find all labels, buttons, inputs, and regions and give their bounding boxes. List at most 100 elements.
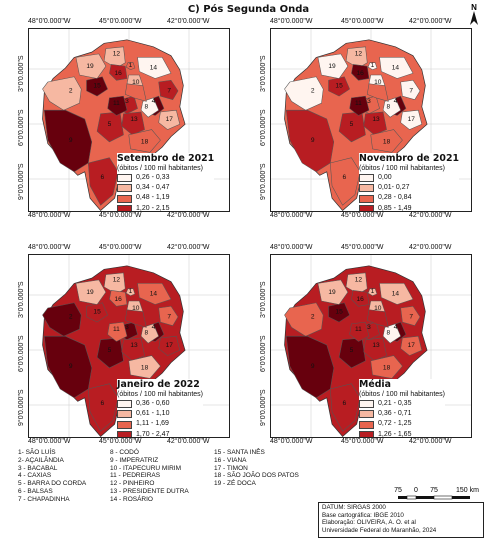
region-19 [317, 53, 349, 79]
legend-title: Setembro de 2021 [117, 153, 215, 164]
scale-bar: 75 0 75 150 km [392, 484, 482, 508]
region-16 [109, 290, 128, 307]
region-label: 18 [383, 365, 391, 372]
region-label: 18 [383, 139, 391, 146]
lon-tick-label: 42°0'0.000"W [409, 212, 452, 219]
legend-row: 0,72 - 1,25 [359, 419, 445, 429]
region-20 [366, 309, 389, 328]
region-label: 17 [166, 116, 174, 123]
lon-tick-label: 45°0'0.000"W [341, 244, 384, 251]
region-label: 2 [69, 88, 73, 95]
key-item: 6 - BALSAS [18, 487, 53, 495]
region-17 [400, 335, 423, 356]
region-label: 4 [394, 98, 398, 105]
legend-subtitle: (óbitos / 100 mil habitantes) [117, 165, 203, 172]
region-label: 5 [108, 121, 112, 128]
lat-tick-label: 6°0'0.000"S [18, 109, 25, 146]
region-label: 7 [167, 88, 171, 95]
region-label: 2 [69, 314, 73, 321]
region-13 [363, 337, 387, 362]
region-17 [158, 109, 181, 130]
region-16 [109, 64, 128, 81]
region-11 [107, 321, 128, 342]
map-legend: Setembro de 2021 (óbitos / 100 mil habita… [117, 153, 215, 211]
region-1 [367, 288, 378, 297]
lon-tick-label: 42°0'0.000"W [409, 438, 452, 445]
legend-swatch [117, 410, 132, 419]
lon-tick-label: 48°0'0.000"W [270, 244, 313, 251]
legend-class-label: 1,11 - 1,69 [136, 420, 169, 428]
legend-row: 0,36 - 0,71 [359, 409, 445, 419]
lat-tick-label: 3°0'0.000"S [260, 55, 267, 92]
region-16 [351, 64, 370, 81]
region-2 [42, 302, 82, 337]
region-label: 13 [372, 342, 380, 349]
lon-tick-label: 42°0'0.000"W [409, 244, 452, 251]
region-8 [140, 97, 160, 118]
region-label: 5 [350, 121, 354, 128]
scale-label: 75 [430, 487, 438, 494]
legend-swatch [359, 430, 374, 437]
legend-class-label: 0,01- 0,27 [378, 184, 410, 192]
region-label: 19 [86, 63, 94, 70]
key-item: 11 - PEDREIRAS [110, 472, 161, 480]
region-13 [121, 111, 145, 136]
region-12 [345, 46, 368, 69]
lat-tick-label: 3°0'0.000"S [18, 281, 25, 318]
region-label: 5 [350, 347, 354, 354]
lon-tick-label: 48°0'0.000"W [28, 438, 71, 445]
region-7 [400, 305, 421, 326]
region-label: 11 [113, 100, 120, 107]
legend-swatch [117, 420, 132, 429]
legend-row: 0,01- 0,27 [359, 183, 459, 193]
region-label: 2 [311, 314, 315, 321]
region-label: 5 [108, 347, 112, 354]
region-11 [107, 95, 128, 116]
legend-row: 0,00 [359, 173, 459, 183]
lon-tick-label: 45°0'0.000"W [99, 438, 142, 445]
region-20 [124, 83, 147, 102]
key-column-3: 15 - SANTA INÊS 16 - VIANA 17 - TIMON 18… [214, 449, 299, 488]
region-label: 15 [335, 308, 343, 315]
region-label: 6 [343, 400, 347, 407]
region-label: 8 [145, 103, 149, 110]
legend-row: 0,21 - 0,35 [359, 399, 445, 409]
scale-label: 75 [394, 487, 402, 494]
legend-row: 1,11 - 1,69 [117, 419, 203, 429]
region-1 [125, 288, 136, 297]
scale-label: 0 [414, 487, 418, 494]
lon-tick-label: 45°0'0.000"W [341, 18, 384, 25]
region-label: 3 [125, 98, 129, 105]
region-18 [128, 355, 161, 379]
region-7 [400, 79, 421, 100]
legend-subtitle: (óbitos / 100 mil habitantes) [117, 391, 203, 398]
region-label: 10 [374, 305, 382, 312]
region-9 [285, 335, 335, 399]
legend-row: 1,26 - 1,65 [359, 430, 445, 437]
region-label: 8 [387, 103, 391, 110]
lon-tick-label: 42°0'0.000"W [167, 438, 210, 445]
lon-tick-label: 42°0'0.000"W [409, 18, 452, 25]
region-label: 9 [311, 137, 315, 144]
legend-row: 0,28 - 0,84 [359, 193, 459, 203]
region-8 [382, 97, 402, 118]
lat-tick-label: 6°0'0.000"S [18, 335, 25, 372]
key-item: 17 - TIMON [214, 464, 248, 472]
legend-class-label: 0,72 - 1,25 [378, 420, 412, 428]
key-item: 8 - CODÓ [110, 449, 139, 456]
lon-tick-label: 48°0'0.000"W [270, 438, 313, 445]
legend-swatch [359, 194, 374, 203]
region-label: 7 [409, 88, 413, 95]
region-label: 14 [150, 291, 158, 298]
region-9 [43, 109, 93, 173]
region-label: 14 [150, 65, 158, 72]
legend-swatch [359, 174, 374, 183]
map-legend: Janeiro de 2022 (óbitos / 100 mil habitan… [117, 379, 203, 437]
region-label: 13 [130, 342, 138, 349]
lat-tick-label: 9°0'0.000"S [260, 163, 267, 200]
legend-class-label: 0,28 - 0,84 [378, 194, 412, 202]
region-label: 12 [355, 277, 363, 284]
region-label: 12 [355, 51, 363, 58]
region-label: 11 [113, 326, 120, 333]
region-6 [329, 157, 361, 206]
